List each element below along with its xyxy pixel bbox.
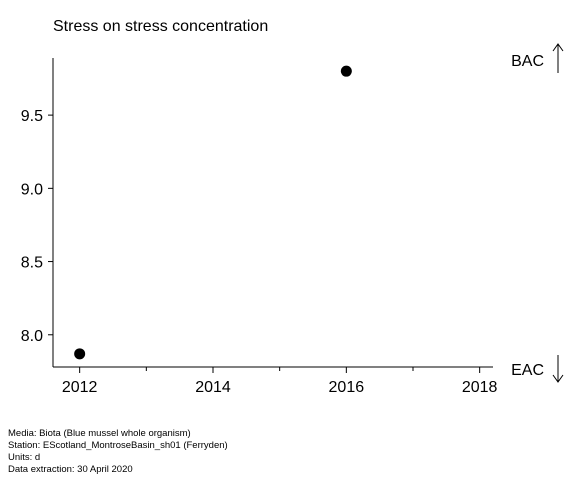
axes: 8.0 8.5 9.0 9.5 2012 2014 2016 2018 — [21, 58, 498, 396]
x-tick-label: 2012 — [62, 379, 98, 396]
footer-units: Units: d — [8, 452, 41, 463]
y-tick-label: 9.0 — [21, 181, 43, 198]
x-tick-label: 2018 — [462, 379, 498, 396]
footer-station: Station: EScotland_MontroseBasin_sh01 (F… — [8, 440, 228, 451]
eac-label: EAC — [511, 362, 544, 379]
chart-title: Stress on stress concentration — [53, 18, 269, 35]
data-points — [74, 65, 352, 360]
bac-label: BAC — [511, 53, 544, 70]
x-tick-label: 2014 — [195, 379, 231, 396]
up-arrowhead-icon — [552, 43, 564, 52]
data-point — [340, 65, 352, 77]
data-point — [74, 348, 86, 360]
footer-info: Media: Biota (Blue mussel whole organism… — [8, 428, 228, 476]
down-arrowhead-icon — [552, 374, 564, 383]
y-tick-label: 8.5 — [21, 255, 43, 272]
footer-media: Media: Biota (Blue mussel whole organism… — [8, 428, 191, 439]
y-tick-label: 9.5 — [21, 108, 43, 125]
y-tick-label: 8.0 — [21, 328, 43, 345]
x-tick-label: 2016 — [329, 379, 365, 396]
reference-markers: BAC EAC — [511, 43, 564, 383]
footer-extraction: Data extraction: 30 April 2020 — [8, 464, 133, 475]
